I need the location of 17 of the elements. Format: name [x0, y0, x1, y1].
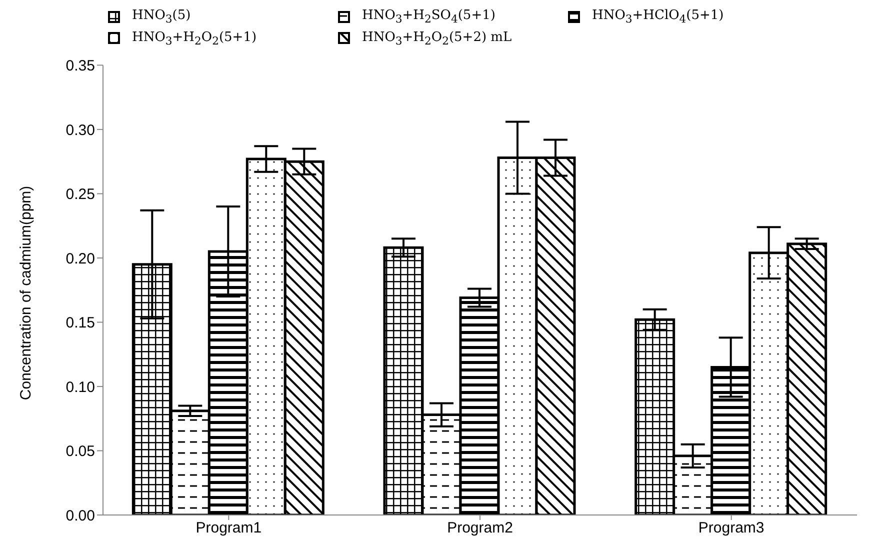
x-tick-label: Program2	[447, 520, 513, 537]
x-tick-label: Program1	[196, 520, 262, 537]
y-tick-label: 0.30	[66, 122, 95, 139]
y-tick-label: 0.15	[66, 314, 95, 332]
y-tick-label: 0.05	[66, 443, 95, 460]
legend-label: HNO$_{3}$+H$_{2}$O$_{2}$(5+1)	[132, 30, 257, 48]
x-tick-label: Program3	[698, 520, 764, 537]
legend-label: HNO$_{3}$+H$_{2}$SO$_{4}$(5+1)	[362, 8, 496, 26]
y-axis-title: Concentration of cadmium(ppm)	[17, 186, 34, 400]
y-tick-label: 0.10	[66, 378, 95, 396]
y-tick-label: 0.35	[66, 58, 95, 75]
y-tick-label: 0.20	[66, 250, 95, 268]
y-tick-label: 0.25	[66, 186, 95, 204]
y-tick-label: 0.00	[66, 507, 95, 524]
legend-label: HNO$_{3}$(5)	[132, 8, 191, 26]
legend-label: HNO$_{3}$+H$_{2}$O$_{2}$(5+2) mL	[362, 30, 512, 48]
legend-label: HNO$_{3}$+HClO$_{4}$(5+1)	[592, 8, 724, 26]
